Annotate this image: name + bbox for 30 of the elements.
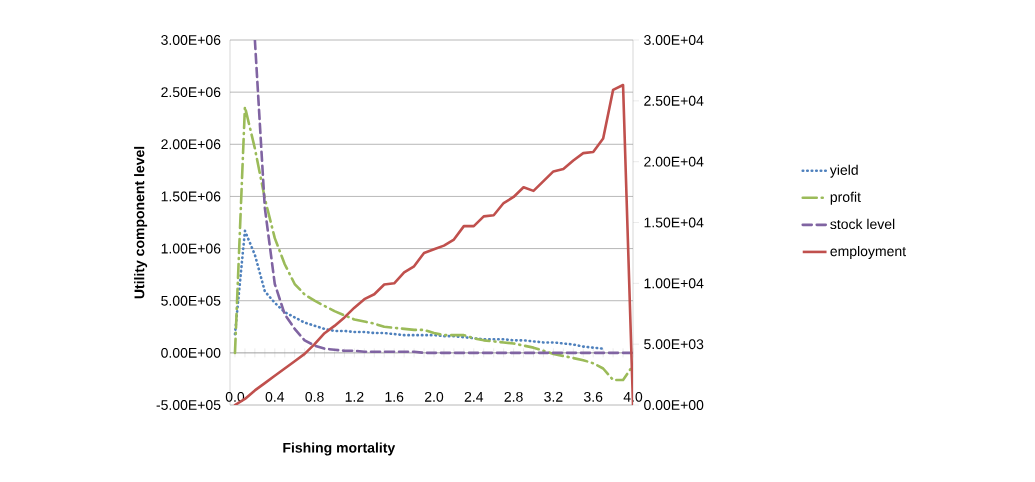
y-tick-label: 0.00E+00 [161, 347, 221, 358]
y2-tick-label: 1.00E+04 [644, 278, 704, 289]
y2-tick-label: 3.00E+04 [644, 35, 704, 45]
y2-tick-label: 0.00E+00 [644, 400, 704, 410]
y-tick-label: 5.00E+05 [161, 295, 221, 306]
y-tick-label: -5.00E+05 [156, 400, 221, 410]
x-tick-label: 0.8 [305, 391, 324, 402]
x-tick-label: 3.2 [544, 391, 563, 402]
y-tick-label: 3.00E+06 [161, 35, 221, 45]
legend-label: yield [829, 164, 858, 178]
x-tick-label: 0.4 [265, 391, 285, 402]
y-tick-label: 2.50E+06 [161, 87, 221, 98]
x-tick-label: 1.6 [385, 391, 404, 402]
y-tick-label: 1.00E+06 [161, 243, 221, 254]
y-tick-label: 2.00E+06 [161, 139, 221, 150]
y2-tick-label: 5.00E+03 [644, 339, 704, 350]
y-tick-label: 1.50E+06 [161, 191, 221, 202]
x-tick-label: 1.2 [345, 391, 364, 402]
x-axis-title: Fishing mortality [283, 442, 396, 456]
y2-tick-label: 2.00E+04 [644, 156, 704, 167]
y2-tick-label: 1.50E+04 [644, 217, 704, 228]
legend-label: employment [830, 245, 906, 259]
x-tick-label: 2.0 [424, 391, 444, 402]
x-tick-label: 3.6 [584, 391, 603, 402]
legend-label: stock level [830, 218, 895, 230]
x-tick-label: 2.8 [504, 391, 523, 402]
y-axis-title: Utility component level [134, 146, 148, 299]
x-tick-label: 2.4 [464, 391, 484, 402]
legend-label: profit [830, 191, 861, 205]
y2-tick-label: 2.50E+04 [644, 95, 704, 106]
